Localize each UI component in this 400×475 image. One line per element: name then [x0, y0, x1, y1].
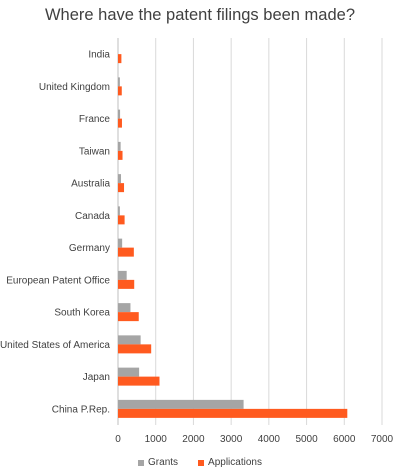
- x-axis-ticks: 0 1000 2000 3000 4000 5000 6000 7000: [115, 434, 393, 445]
- bar-applications-south-korea: [118, 312, 139, 322]
- category-label: Canada: [75, 211, 110, 222]
- bars: [118, 54, 348, 418]
- gridlines: [117, 38, 383, 425]
- x-tick-label: 5000: [295, 434, 318, 445]
- bar-applications-china-p-rep-: [118, 408, 348, 418]
- category-labels: India United Kingdom France Taiwan Australia…: [0, 50, 110, 416]
- x-tick-label: 7000: [371, 434, 394, 445]
- category-label: China P.Rep.: [52, 404, 110, 415]
- category-label: South Korea: [54, 308, 110, 319]
- bar-grants-taiwan: [118, 141, 121, 151]
- bar-grants-canada: [118, 206, 120, 216]
- bar-applications-canada: [118, 215, 125, 225]
- legend-swatch: [198, 459, 205, 466]
- bar-grants-south-korea: [118, 303, 131, 313]
- bar-grants-united-kingdom: [118, 77, 120, 87]
- legend: Grants Applications: [0, 457, 400, 469]
- category-label: Taiwan: [79, 146, 110, 157]
- bar-applications-germany: [118, 247, 134, 257]
- category-label: United Kingdom: [39, 82, 110, 93]
- category-label: India: [88, 50, 110, 61]
- bar-grants-australia: [118, 174, 122, 184]
- bar-grants-china-p-rep-: [118, 399, 244, 409]
- bar-grants-united-states-of-america: [118, 335, 141, 345]
- bar-grants-european-patent-office: [118, 270, 127, 280]
- bar-applications-taiwan: [118, 150, 123, 160]
- bar-applications-european-patent-office: [118, 279, 135, 289]
- x-tick-label: 6000: [333, 434, 356, 445]
- bar-applications-japan: [118, 376, 160, 386]
- x-tick-label: 3000: [220, 434, 243, 445]
- category-label: France: [79, 114, 111, 125]
- legend-item-applications: Applications: [198, 457, 262, 468]
- x-tick-label: 0: [115, 434, 121, 445]
- bar-applications-france: [118, 118, 122, 128]
- legend-swatch: [138, 459, 145, 466]
- x-tick-label: 1000: [145, 434, 168, 445]
- x-tick-label: 4000: [258, 434, 281, 445]
- category-label: Australia: [71, 179, 110, 190]
- legend-label: Grants: [148, 457, 179, 468]
- x-tick-label: 2000: [182, 434, 205, 445]
- bar-grants-france: [118, 109, 121, 119]
- bar-grants-japan: [118, 367, 140, 377]
- bar-applications-united-states-of-america: [118, 344, 152, 354]
- bar-grants-germany: [118, 238, 123, 248]
- category-label: European Patent Office: [6, 275, 110, 286]
- bar-applications-australia: [118, 183, 125, 193]
- chart-title: Where have the patent filings been made?: [44, 6, 356, 24]
- bar-applications-india: [118, 54, 122, 64]
- legend-label: Applications: [208, 457, 262, 468]
- category-label: Japan: [83, 372, 110, 383]
- legend-item-grants: Grants: [138, 457, 178, 468]
- bar-applications-united-kingdom: [118, 86, 122, 96]
- category-label: United States of America: [0, 340, 110, 351]
- category-label: Germany: [69, 243, 110, 254]
